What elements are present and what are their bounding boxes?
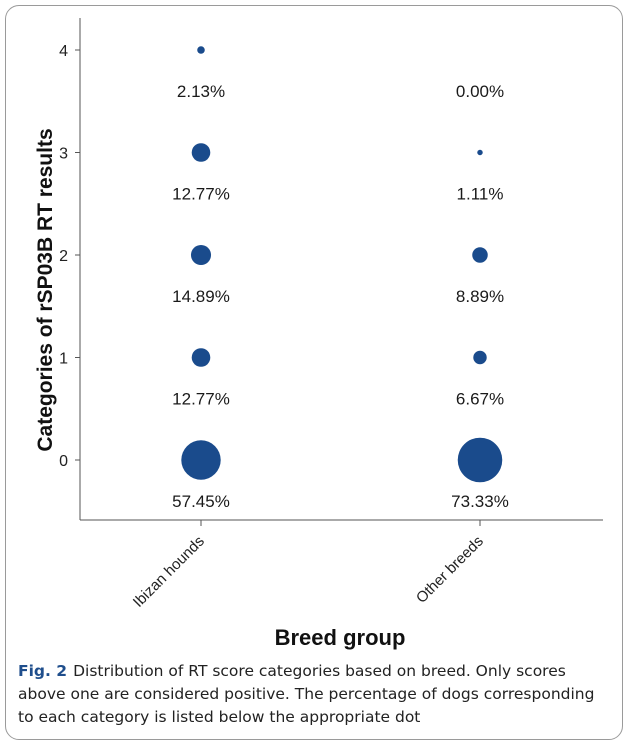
figure-label: Fig. 2 (18, 662, 68, 680)
figure-frame (5, 5, 623, 740)
data-point (181, 440, 221, 480)
bubble-chart: 0 1 2 3 4 Ibizan hounds Other breeds 2.13% 12.7… (34, 18, 603, 650)
figure-caption: Fig. 2 Distribution of RT score categorie… (18, 660, 610, 729)
data-point (457, 437, 503, 483)
data-point (477, 149, 483, 156)
data-label: 57.45% (172, 492, 230, 511)
data-point (190, 244, 212, 266)
data-label: 73.33% (451, 492, 509, 511)
data-label: 0.00% (456, 82, 504, 101)
y-tick-label: 1 (59, 351, 68, 368)
data-point (191, 143, 211, 162)
data-point (472, 247, 488, 263)
y-axis-label: Categories of rSP03B RT results (34, 128, 57, 451)
data-label: 1.11% (457, 185, 504, 204)
data-point (473, 350, 487, 365)
data-label: 8.89% (456, 287, 504, 306)
y-tick-label: 4 (59, 43, 68, 60)
data-label: 14.89% (172, 287, 230, 306)
data-label: 6.67% (456, 390, 504, 409)
data-label: 12.77% (172, 390, 230, 409)
y-tick-label: 3 (59, 146, 68, 163)
caption-text: Distribution of RT score categories base… (18, 662, 595, 726)
x-tick-label: Ibizan hounds (130, 533, 208, 611)
x-axis-label: Breed group (275, 625, 406, 650)
data-label: 12.77% (172, 185, 230, 204)
data-label: 2.13% (177, 82, 225, 101)
chart-marks: 2.13% 12.77% 14.89% 12.77% 57.45% 0.00% 1.11% 8… (172, 46, 509, 511)
data-point (197, 46, 205, 54)
x-tick-label: Other breeds (413, 533, 487, 607)
chart-axes: 0 1 2 3 4 Ibizan hounds Other breeds (59, 18, 603, 611)
data-point (191, 348, 211, 367)
y-tick-label: 2 (59, 248, 68, 265)
y-tick-label: 0 (59, 453, 68, 470)
